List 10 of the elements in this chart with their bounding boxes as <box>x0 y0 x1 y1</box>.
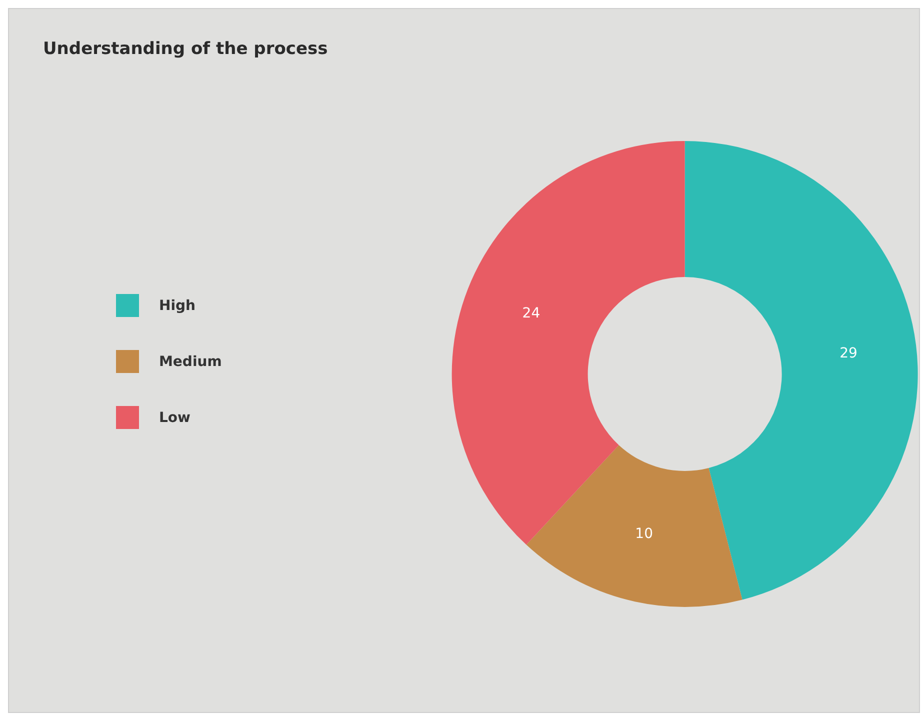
donut-slice <box>452 141 685 545</box>
donut-slice <box>684 141 918 600</box>
data-label: 24 <box>522 306 540 322</box>
legend-label: Low <box>159 410 190 426</box>
chart-title: Understanding of the process <box>43 39 328 59</box>
legend-label: High <box>159 298 196 314</box>
data-label: 29 <box>840 345 858 362</box>
donut-slice <box>526 445 742 607</box>
data-label: 10 <box>635 526 654 542</box>
legend-label: Medium <box>159 354 222 370</box>
